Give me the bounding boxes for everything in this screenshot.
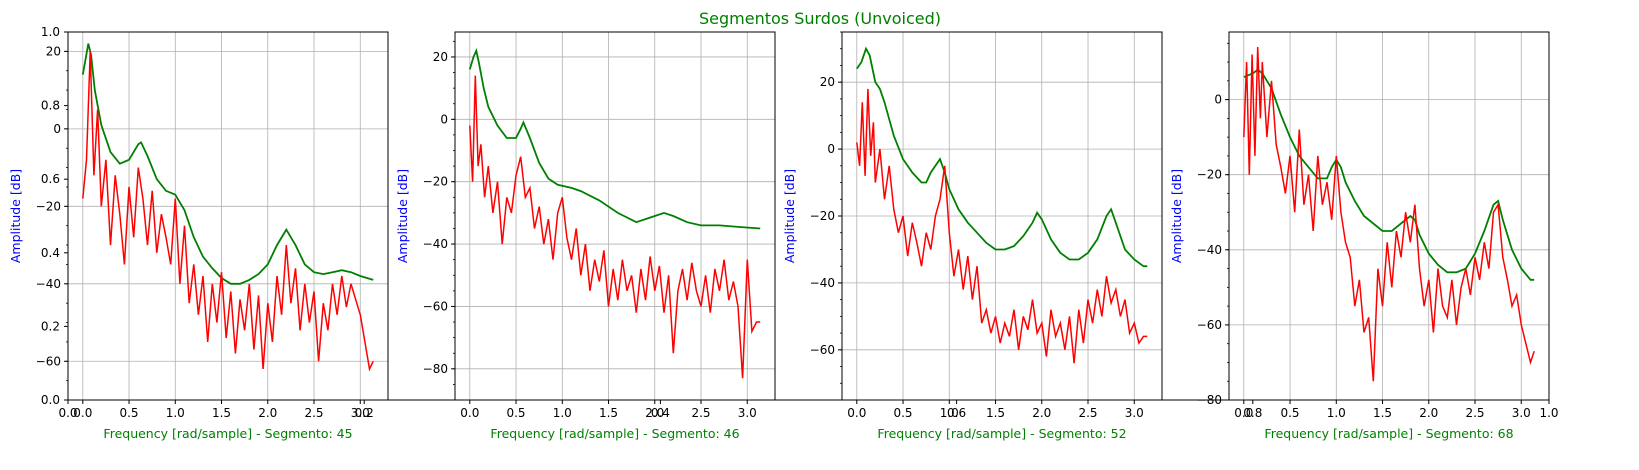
x-tick-label: 1.5 — [212, 406, 231, 420]
y-tick-label: −60 — [810, 343, 835, 357]
x-tick-label: 2.0 — [1419, 406, 1438, 420]
subplot-panels: 0.0 0.5 1.0 1.5 2.0 2.5 3.0 −60 −40 −20 0 20 Frequen… — [8, 31, 1550, 441]
x-tick-label: 0.0 — [73, 406, 92, 420]
y-tick-label: 20 — [433, 50, 448, 64]
lpc-envelope-line — [856, 46, 1148, 268]
figure-title: Segmentos Surdos (Unvoiced) — [699, 9, 941, 28]
y-axis-label: Amplitude [dB] — [782, 169, 797, 263]
y-tick-label: 0 — [440, 112, 448, 126]
y-tick-label: 0 — [53, 122, 61, 136]
y-tick-label: −20 — [1197, 168, 1222, 182]
outer-y-tick-label: 1.0 — [41, 25, 60, 39]
x-tick-label: 3.0 — [1512, 406, 1531, 420]
outer-x-tick-label: 0.8 — [1243, 406, 1262, 420]
x-tick-label: 0.5 — [119, 406, 138, 420]
plot-area — [455, 32, 775, 400]
y-axis-label: Amplitude [dB] — [8, 169, 23, 263]
y-tick-label: −40 — [423, 237, 448, 251]
y-tick-label: 0 — [827, 142, 835, 156]
x-axis-label: Frequency [rad/sample] - Segmento: 46 — [490, 426, 739, 441]
x-tick-label: 0.0 — [460, 406, 479, 420]
x-tick-label: 0.5 — [893, 406, 912, 420]
y-axis-label: Amplitude [dB] — [1169, 169, 1184, 263]
x-tick-label: 2.0 — [645, 406, 664, 420]
x-tick-label: 0.5 — [1280, 406, 1299, 420]
outer-x-tick-label: 0.0 — [58, 406, 77, 420]
plot-area — [68, 32, 388, 400]
x-tick-label: 0.5 — [506, 406, 525, 420]
y-tick-label: −80 — [1197, 393, 1222, 407]
y-tick-label: −40 — [810, 276, 835, 290]
y-tick-label: −20 — [423, 175, 448, 189]
y-tick-label: −60 — [36, 354, 61, 368]
x-axis-label: Frequency [rad/sample] - Segmento: 68 — [1264, 426, 1513, 441]
x-axis-label: Frequency [rad/sample] - Segmento: 45 — [103, 426, 352, 441]
y-tick-label: 20 — [820, 75, 835, 89]
y-axis-label: Amplitude [dB] — [395, 169, 410, 263]
outer-y-tick-label: 0.4 — [41, 246, 60, 260]
y-tick-label: −20 — [810, 209, 835, 223]
y-tick-label: −40 — [1197, 243, 1222, 257]
outer-y-tick-label: 0.0 — [41, 393, 60, 407]
outer-x-tick-label: 0.2 — [355, 406, 374, 420]
y-tick-label: −80 — [423, 362, 448, 376]
y-tick-label: 0 — [1214, 93, 1222, 107]
spectrum-line — [469, 75, 761, 379]
plot-area — [1229, 32, 1549, 400]
outer-y-tick-label: 0.8 — [41, 99, 60, 113]
spectrum-line — [1243, 46, 1535, 382]
x-tick-label: 1.0 — [940, 406, 959, 420]
x-tick-label: 1.0 — [553, 406, 572, 420]
subplot-1: 0.0 0.5 1.0 1.5 2.0 2.5 3.0 −60 −40 −20 0 20 Frequen… — [8, 31, 389, 441]
x-tick-label: 0.0 — [1234, 406, 1253, 420]
outer-x-tick-label: 0.4 — [651, 406, 670, 420]
outer-y-tick-label: 0.6 — [41, 172, 60, 186]
x-tick-label: 1.5 — [599, 406, 618, 420]
x-tick-label: 0.0 — [847, 406, 866, 420]
x-axis-label: Frequency [rad/sample] - Segmento: 52 — [877, 426, 1126, 441]
outer-y-tick-label: 0.2 — [41, 319, 60, 333]
outer-x-tick-label: 1.0 — [1539, 406, 1558, 420]
x-tick-label: 2.5 — [1465, 406, 1484, 420]
x-tick-label: 2.5 — [1078, 406, 1097, 420]
y-tick-label: 20 — [46, 44, 61, 58]
outer-x-tick-label: 0.6 — [947, 406, 966, 420]
plot-frame — [67, 31, 389, 401]
x-tick-label: 2.0 — [258, 406, 277, 420]
lpc-envelope-line — [81, 43, 374, 285]
plot-frame — [1228, 31, 1550, 401]
y-tick-label: −20 — [36, 199, 61, 213]
lpc-envelope-line — [1243, 68, 1535, 281]
x-tick-label: 2.5 — [304, 406, 323, 420]
y-tick-label: −40 — [36, 277, 61, 291]
plot-frame — [454, 31, 776, 401]
x-tick-label: 3.0 — [351, 406, 370, 420]
x-tick-label: 1.0 — [166, 406, 185, 420]
spectrum-line — [82, 51, 374, 372]
x-tick-label: 3.0 — [1125, 406, 1144, 420]
x-tick-label: 1.5 — [986, 406, 1005, 420]
subplot-3: 0.0 0.5 1.0 1.5 2.0 2.5 3.0 −60 −40 −20 0 20 Frequen… — [782, 31, 1163, 441]
x-tick-label: 1.5 — [1373, 406, 1392, 420]
y-tick-label: −60 — [1197, 318, 1222, 332]
subplot-2: 0.0 0.5 1.0 1.5 2.0 2.5 3.0 −80 −60 −40 −20 0 20 Freq… — [395, 31, 776, 441]
x-tick-label: 2.0 — [1032, 406, 1051, 420]
lpc-envelope-line — [468, 47, 761, 230]
spectrum-line — [856, 88, 1148, 364]
x-tick-label: 1.0 — [1327, 406, 1346, 420]
subplot-4: 0.0 0.5 1.0 1.5 2.0 2.5 3.0 −80 −60 −40 −20 0 Freque… — [1169, 31, 1550, 441]
x-tick-label: 3.0 — [738, 406, 757, 420]
y-tick-label: −60 — [423, 299, 448, 313]
x-tick-label: 2.5 — [691, 406, 710, 420]
